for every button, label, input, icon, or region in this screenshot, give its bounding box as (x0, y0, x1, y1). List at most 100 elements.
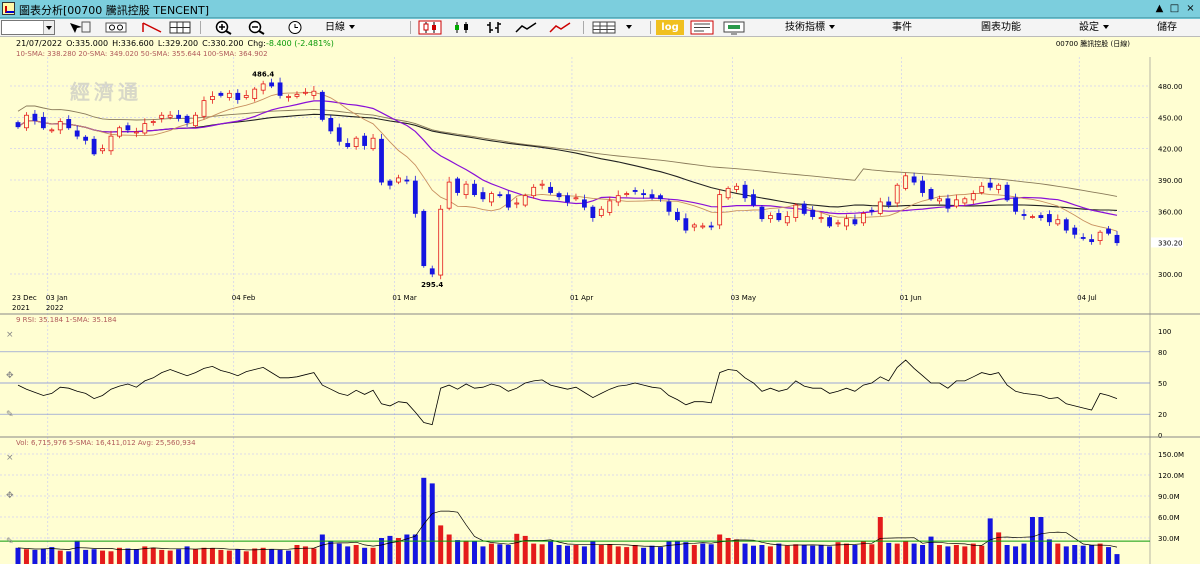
candle[interactable] (928, 188, 934, 200)
volume-bar[interactable] (700, 543, 706, 564)
overlay-chart-icon[interactable] (690, 20, 714, 35)
volume-bar[interactable] (193, 549, 199, 564)
candlesticks[interactable] (15, 77, 1120, 280)
candle[interactable] (852, 219, 858, 225)
move-panel-icon[interactable]: ✥ (6, 491, 14, 501)
table-view-dropdown[interactable] (620, 20, 634, 35)
candle[interactable] (700, 225, 706, 228)
candle[interactable] (429, 268, 435, 275)
candle[interactable] (835, 222, 841, 225)
volume-bar[interactable] (996, 532, 1002, 564)
close-panel-icon[interactable]: × (6, 453, 14, 463)
volume-bar[interactable] (66, 551, 72, 564)
candle[interactable] (438, 208, 444, 276)
clock-icon[interactable] (283, 20, 307, 35)
candle[interactable] (539, 183, 545, 186)
candle[interactable] (632, 190, 638, 192)
volume-bar[interactable] (455, 540, 461, 564)
volume-bar[interactable] (683, 542, 689, 564)
candle[interactable] (159, 114, 165, 119)
candle[interactable] (860, 213, 866, 224)
candle[interactable] (708, 225, 714, 228)
minimize-icon[interactable]: ▲ (1155, 3, 1164, 14)
candle[interactable] (150, 121, 156, 123)
candle[interactable] (463, 183, 469, 196)
volume-bar[interactable] (717, 534, 723, 564)
candle[interactable] (497, 194, 503, 197)
candle[interactable] (226, 92, 232, 98)
volume-bar[interactable] (133, 549, 139, 564)
volume-bar[interactable] (336, 543, 342, 564)
candle[interactable] (32, 113, 38, 121)
candle[interactable] (641, 193, 646, 196)
volume-bar[interactable] (911, 543, 917, 564)
volume-bars[interactable] (15, 477, 1120, 564)
volume-bar[interactable] (1106, 547, 1112, 564)
volume-bar[interactable] (328, 541, 334, 564)
candle[interactable] (286, 96, 291, 98)
candle[interactable] (15, 122, 21, 128)
candle[interactable] (277, 82, 283, 96)
candle[interactable] (615, 195, 621, 203)
candle[interactable] (472, 183, 477, 196)
volume-bar[interactable] (395, 538, 401, 564)
candle[interactable] (1106, 228, 1111, 234)
candle[interactable] (193, 114, 198, 127)
volume-bar[interactable] (40, 548, 46, 564)
candle[interactable] (74, 130, 80, 137)
candle[interactable] (353, 137, 359, 147)
technical-indicators-menu[interactable]: 技術指標 (780, 20, 840, 35)
volume-bar[interactable] (142, 546, 148, 564)
volume-bar[interactable] (505, 545, 511, 564)
volume-bar[interactable] (827, 546, 833, 564)
volume-bar[interactable] (767, 546, 773, 564)
close-panel-icon[interactable]: × (6, 330, 14, 340)
candle[interactable] (751, 194, 756, 206)
candle[interactable] (294, 93, 300, 97)
table-view-icon[interactable] (592, 20, 616, 35)
volume-bar[interactable] (894, 543, 900, 564)
volume-bar[interactable] (556, 545, 562, 564)
volume-bar[interactable] (176, 549, 182, 564)
volume-bar[interactable] (269, 549, 275, 564)
candle[interactable] (565, 195, 570, 203)
candle[interactable] (1046, 214, 1052, 223)
volume-bar[interactable] (759, 545, 765, 564)
candle[interactable] (133, 131, 139, 134)
candle[interactable] (759, 206, 765, 220)
candle[interactable] (1114, 234, 1120, 244)
candle[interactable] (260, 83, 266, 91)
candle[interactable] (548, 186, 553, 193)
candle[interactable] (801, 203, 807, 214)
candle[interactable] (691, 224, 697, 228)
volume-bar[interactable] (514, 533, 520, 564)
volume-bar[interactable] (209, 548, 215, 564)
volume-bar[interactable] (1004, 545, 1010, 564)
candle[interactable] (531, 186, 537, 197)
candle[interactable] (176, 114, 182, 119)
candle[interactable] (387, 180, 393, 186)
candle[interactable] (886, 201, 892, 206)
volume-bar[interactable] (860, 541, 866, 564)
candle[interactable] (810, 209, 816, 217)
volume-bar[interactable] (810, 545, 816, 564)
volume-bar[interactable] (235, 549, 241, 564)
volume-bar[interactable] (734, 539, 740, 564)
volume-bar[interactable] (429, 483, 435, 564)
candle[interactable] (793, 204, 799, 218)
volume-bar[interactable] (387, 535, 393, 564)
volume-bar[interactable] (125, 548, 131, 564)
volume-bar[interactable] (649, 545, 655, 564)
candle[interactable] (776, 213, 782, 221)
candle[interactable] (624, 193, 630, 196)
volume-bar[interactable] (319, 534, 325, 564)
candle[interactable] (57, 121, 63, 131)
volume-bar[interactable] (23, 549, 29, 564)
candle[interactable] (243, 95, 249, 98)
volume-bar[interactable] (32, 549, 38, 564)
compare-icon[interactable] (104, 20, 128, 35)
volume-bar[interactable] (404, 534, 410, 564)
candle[interactable] (83, 136, 89, 141)
volume-bar[interactable] (708, 544, 714, 564)
volume-bar[interactable] (573, 545, 579, 564)
